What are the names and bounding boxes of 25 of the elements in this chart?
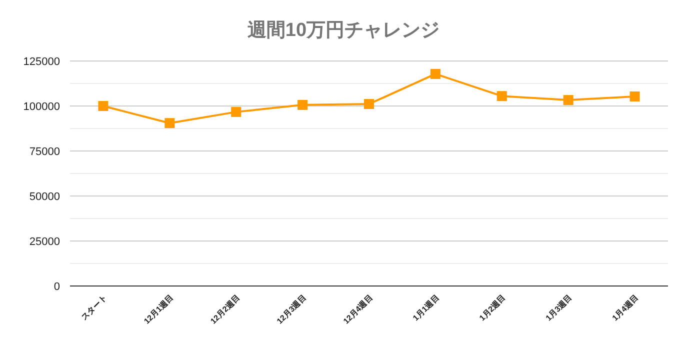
point bbox=[298, 100, 308, 110]
point bbox=[630, 91, 640, 102]
x-tick-label: 12月1週目 bbox=[142, 293, 176, 326]
x-tick-label: 12月3週目 bbox=[275, 293, 308, 326]
y-tick-label: 25000 bbox=[29, 236, 60, 248]
y-tick-label: 125000 bbox=[23, 56, 60, 68]
y-tick-label: 75000 bbox=[29, 146, 60, 158]
x-tick-label: 1月4週目 bbox=[610, 293, 640, 323]
point bbox=[164, 118, 175, 128]
x-tick-label: 12月4週目 bbox=[342, 293, 374, 326]
chart-title: 週間10万円チャレンジ bbox=[246, 20, 440, 41]
point bbox=[496, 91, 507, 102]
y-tick-label: 0 bbox=[54, 281, 60, 293]
y-tick-label: 50000 bbox=[29, 191, 60, 203]
point bbox=[98, 101, 108, 111]
x-tick-label: スタート bbox=[80, 293, 109, 322]
point bbox=[430, 68, 440, 79]
x-tick-label: 1月1週目 bbox=[411, 293, 441, 323]
point bbox=[231, 106, 242, 117]
point bbox=[563, 95, 574, 106]
x-tick-label: 12月2週目 bbox=[208, 293, 242, 326]
point bbox=[364, 99, 374, 110]
y-tick-label: 100000 bbox=[23, 101, 60, 113]
x-tick-label: 1月3週目 bbox=[544, 293, 574, 323]
x-tick-label: 1月2週目 bbox=[478, 293, 508, 323]
